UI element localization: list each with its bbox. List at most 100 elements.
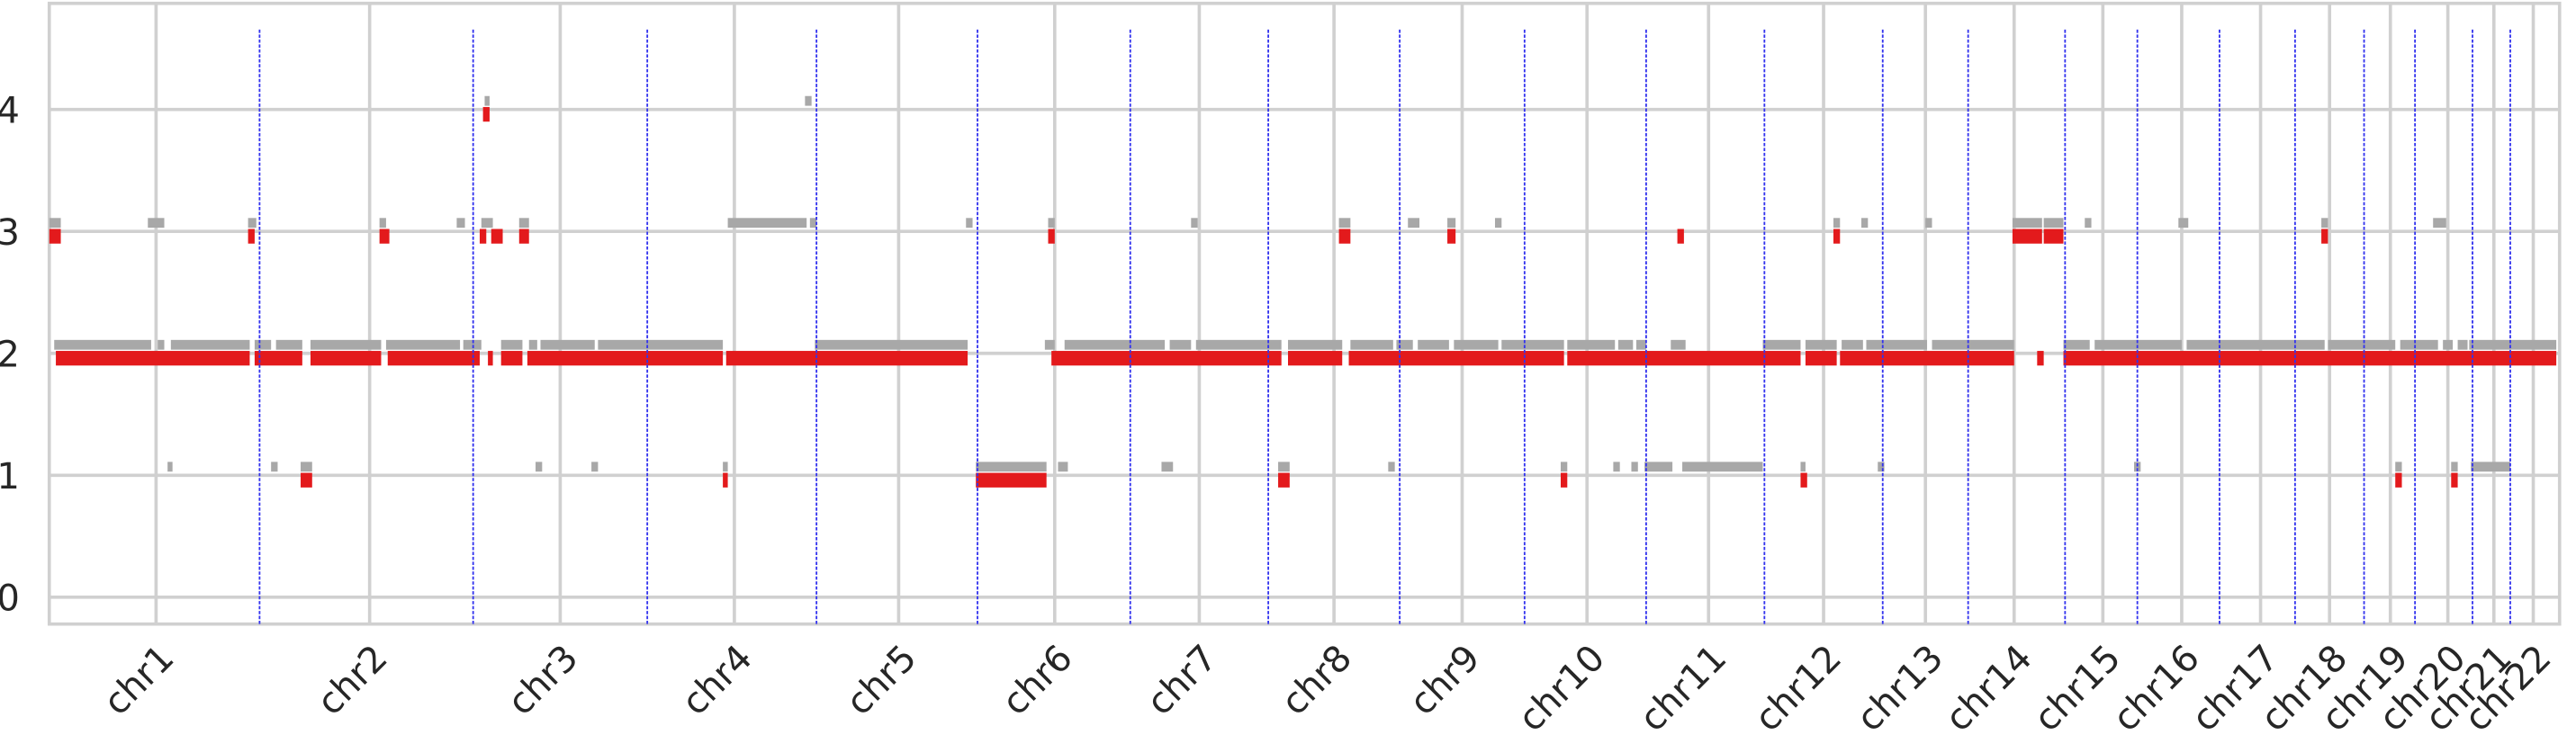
segment bbox=[1278, 462, 1290, 472]
x-tick-label: chr3 bbox=[500, 637, 587, 723]
segment bbox=[528, 339, 537, 350]
segment bbox=[2063, 339, 2090, 350]
x-tick-label: chr6 bbox=[995, 637, 1081, 723]
segment bbox=[1195, 339, 1282, 350]
segment bbox=[727, 218, 807, 229]
segment bbox=[1447, 229, 1456, 244]
segment bbox=[1396, 339, 1413, 350]
segment bbox=[2321, 218, 2328, 229]
segment bbox=[1454, 339, 1499, 350]
segment bbox=[479, 229, 487, 244]
segment bbox=[254, 351, 302, 366]
segment bbox=[379, 229, 390, 244]
segment bbox=[1058, 462, 1068, 472]
segment bbox=[158, 339, 165, 350]
segment bbox=[271, 462, 278, 472]
segment bbox=[385, 339, 461, 350]
x-tick-label: chr5 bbox=[839, 637, 925, 723]
segment bbox=[1866, 339, 1928, 350]
segment bbox=[1878, 462, 1885, 472]
segment bbox=[809, 218, 817, 229]
segment bbox=[527, 351, 724, 366]
segment bbox=[1560, 472, 1568, 488]
segment bbox=[2471, 462, 2510, 472]
segment bbox=[1925, 218, 1932, 229]
segment bbox=[248, 229, 255, 244]
segment bbox=[1051, 351, 1282, 366]
segment bbox=[1048, 218, 1055, 229]
segment bbox=[536, 462, 543, 472]
x-tick-label: chr4 bbox=[674, 637, 761, 723]
segment bbox=[301, 472, 312, 488]
y-tick-label: 2 bbox=[0, 334, 20, 375]
segment bbox=[148, 218, 165, 229]
segment bbox=[2395, 462, 2402, 472]
segment bbox=[500, 351, 523, 366]
segment bbox=[1932, 339, 2014, 350]
segment bbox=[1762, 339, 1801, 350]
y-tick-label: 0 bbox=[0, 578, 20, 619]
segment bbox=[1408, 218, 1420, 229]
segment bbox=[1682, 462, 1763, 472]
segment bbox=[518, 229, 529, 244]
segment bbox=[2186, 339, 2325, 350]
segment bbox=[482, 106, 490, 122]
segment bbox=[1833, 218, 1841, 229]
segment bbox=[725, 351, 968, 366]
segment bbox=[598, 339, 724, 350]
segment bbox=[540, 339, 595, 350]
segment bbox=[1161, 462, 1174, 472]
x-tick-label: chr10 bbox=[1510, 637, 1613, 740]
segment bbox=[275, 339, 302, 350]
segment bbox=[1338, 229, 1351, 244]
segment bbox=[301, 462, 312, 472]
segment bbox=[491, 229, 503, 244]
segment bbox=[2094, 339, 2182, 350]
x-tick-label: chr1 bbox=[96, 637, 183, 723]
x-tick-label: chr15 bbox=[2026, 637, 2129, 740]
segment bbox=[1631, 462, 1638, 472]
x-tick-label: chr14 bbox=[1938, 637, 2040, 740]
y-tick-label: 1 bbox=[0, 456, 20, 497]
segment bbox=[2178, 218, 2189, 229]
segment bbox=[1635, 339, 1646, 350]
segment bbox=[723, 462, 728, 472]
segment bbox=[815, 339, 968, 350]
segment bbox=[2451, 472, 2458, 488]
segment bbox=[1338, 218, 1351, 229]
segment bbox=[1613, 462, 1620, 472]
segment bbox=[254, 339, 272, 350]
segment bbox=[1644, 462, 1673, 472]
segment bbox=[2043, 229, 2064, 244]
segment bbox=[49, 218, 61, 229]
segment bbox=[1418, 339, 1449, 350]
segment bbox=[976, 462, 1047, 472]
x-tick-label: chr7 bbox=[1139, 637, 1226, 723]
segment bbox=[2085, 218, 2092, 229]
segment bbox=[1567, 351, 1801, 366]
segment bbox=[2063, 351, 2557, 366]
segment bbox=[167, 462, 173, 472]
segment bbox=[2469, 339, 2557, 350]
segment bbox=[1447, 218, 1456, 229]
segment bbox=[966, 218, 973, 229]
segment bbox=[1671, 339, 1686, 350]
segment bbox=[1800, 472, 1807, 488]
segment bbox=[1278, 472, 1290, 488]
segment bbox=[2134, 462, 2141, 472]
segment bbox=[976, 472, 1047, 488]
segment bbox=[2037, 351, 2044, 366]
segment bbox=[1840, 351, 2014, 366]
x-tick-label: chr13 bbox=[1849, 637, 1951, 740]
x-tick-label: chr12 bbox=[1747, 637, 1850, 740]
segment bbox=[1288, 339, 1343, 350]
segment bbox=[2012, 218, 2042, 229]
segment bbox=[1048, 229, 1055, 244]
segment bbox=[2395, 472, 2402, 488]
segment bbox=[2321, 229, 2328, 244]
x-tick-label: chr2 bbox=[310, 637, 396, 723]
segment bbox=[2451, 462, 2458, 472]
segment bbox=[518, 218, 529, 229]
segment bbox=[1805, 351, 1837, 366]
